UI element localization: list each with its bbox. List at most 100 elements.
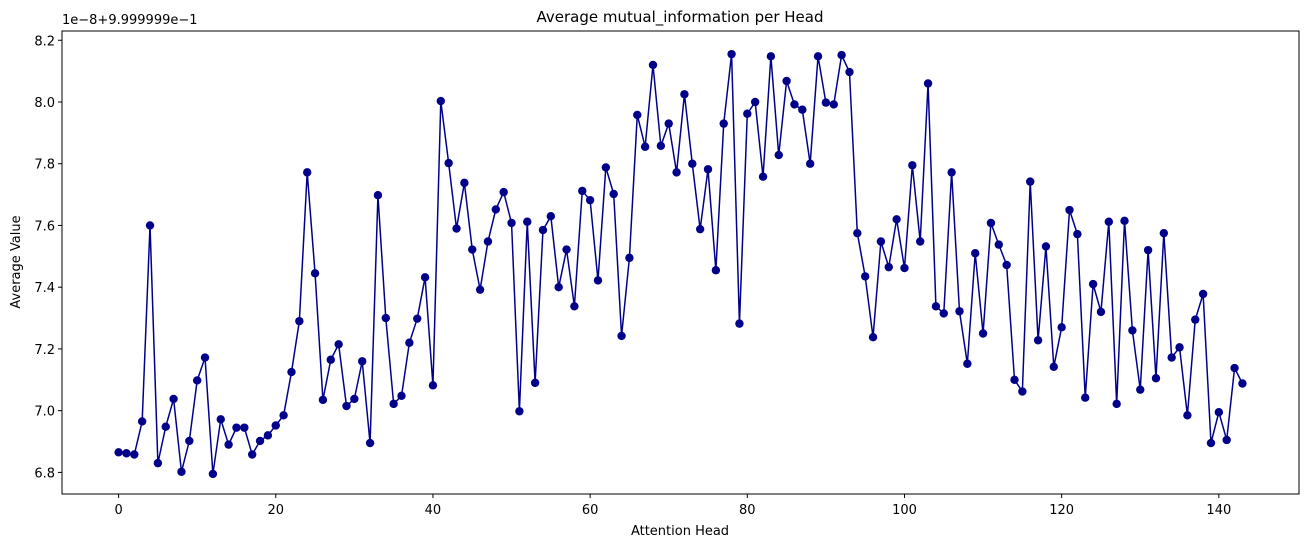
data-point — [350, 394, 359, 404]
data-point — [774, 150, 783, 160]
data-point — [727, 49, 736, 59]
data-point — [1143, 245, 1153, 255]
data-point — [1096, 307, 1106, 317]
data-point — [971, 249, 980, 258]
data-point — [916, 237, 925, 246]
data-point — [813, 52, 823, 61]
data-point — [1214, 408, 1224, 417]
y-tick-label: 7.8 — [34, 158, 55, 173]
x-axis: 0 20 40 60 80 100 120 140 — [114, 494, 1231, 518]
data-point — [1049, 362, 1059, 372]
x-tick-label: 100 — [892, 503, 917, 518]
y-tick-label: 7.2 — [34, 343, 55, 358]
data-point — [750, 97, 760, 107]
data-point — [1167, 353, 1176, 362]
data-point — [405, 338, 414, 347]
x-tick-label: 80 — [739, 503, 756, 518]
data-point — [1033, 336, 1043, 345]
data-point — [1073, 229, 1082, 239]
data-point — [177, 467, 186, 476]
data-point — [821, 98, 831, 107]
data-point — [617, 331, 626, 341]
x-tick-label: 140 — [1206, 503, 1231, 518]
data-point — [908, 161, 917, 170]
data-point — [1128, 326, 1137, 335]
data-point — [1002, 260, 1011, 270]
data-point — [200, 353, 210, 362]
x-axis-title: Attention Head — [631, 524, 729, 539]
data-point — [483, 237, 493, 246]
data-point — [1198, 289, 1208, 299]
data-point — [334, 340, 343, 349]
data-point — [868, 333, 878, 342]
data-point — [1151, 374, 1161, 383]
data-point — [232, 423, 241, 432]
data-point — [711, 266, 721, 275]
data-point — [1018, 387, 1027, 396]
data-point — [892, 215, 901, 224]
data-point — [782, 76, 791, 86]
data-point — [955, 307, 964, 316]
data-point — [255, 436, 265, 446]
data-point — [114, 448, 123, 457]
data-point — [263, 431, 273, 440]
y-axis: 6.8 7.0 7.2 7.4 7.6 7.8 8.0 8.2 — [34, 34, 62, 481]
data-point — [318, 395, 328, 405]
data-point — [947, 168, 956, 177]
series-line — [118, 52, 1244, 475]
plot-frame — [61, 30, 1300, 495]
data-point — [279, 411, 288, 420]
data-point — [798, 105, 807, 114]
data-point — [389, 399, 398, 409]
data-point — [1230, 363, 1239, 373]
y-tick-label: 7.6 — [34, 219, 55, 234]
y-axis-title: Average Value — [9, 215, 24, 308]
data-point — [640, 142, 650, 151]
data-point — [1041, 242, 1051, 251]
data-point — [460, 178, 469, 188]
data-point — [805, 159, 815, 168]
data-point — [860, 272, 870, 281]
data-point — [1159, 228, 1169, 238]
data-point — [130, 450, 139, 459]
data-point — [853, 228, 862, 238]
data-point — [153, 458, 163, 468]
data-point — [326, 355, 335, 364]
data-point — [900, 263, 909, 273]
data-point — [570, 302, 579, 311]
data-point — [169, 394, 178, 404]
x-tick-label: 0 — [114, 503, 122, 518]
y-offset-label: 1e−8+9.999999e−1 — [62, 13, 198, 28]
data-point — [554, 282, 563, 292]
data-point — [515, 407, 524, 416]
data-point — [365, 438, 375, 448]
data-point — [829, 100, 838, 109]
data-point — [303, 168, 312, 177]
data-point — [192, 376, 202, 385]
data-point — [444, 158, 453, 168]
data-point — [593, 276, 603, 285]
data-point — [358, 357, 367, 366]
data-point — [1081, 393, 1090, 402]
data-point — [310, 269, 320, 278]
chart-title: Average mutual_information per Head — [537, 8, 824, 27]
data-point — [609, 189, 618, 199]
data-point — [224, 440, 233, 449]
data-point — [1057, 323, 1066, 332]
data-point — [530, 378, 540, 388]
data-point — [1191, 315, 1200, 324]
data-point — [790, 100, 799, 109]
data-point — [145, 221, 155, 230]
data-point — [695, 224, 705, 234]
y-tick-label: 7.0 — [34, 405, 55, 420]
data-point — [1112, 399, 1121, 409]
data-point — [1088, 279, 1098, 289]
data-point — [491, 205, 501, 214]
data-point — [664, 119, 673, 128]
data-point — [373, 191, 383, 200]
data-point — [1065, 205, 1074, 215]
data-point — [295, 316, 304, 326]
data-point — [428, 381, 438, 390]
data-point — [247, 450, 257, 459]
